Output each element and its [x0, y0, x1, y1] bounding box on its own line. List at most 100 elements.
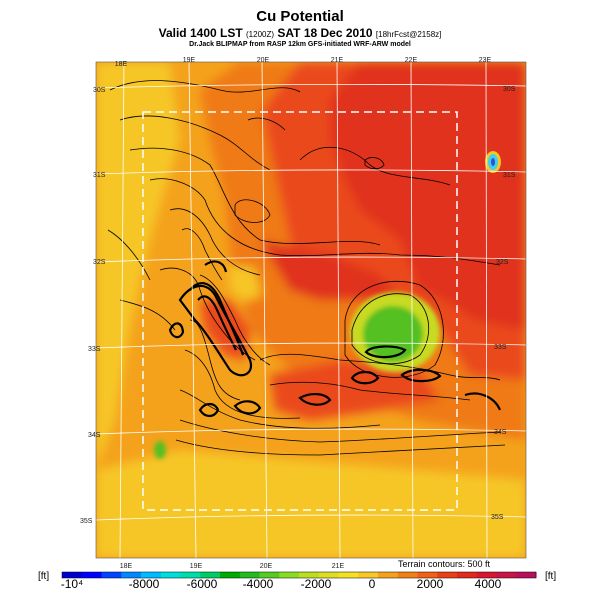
terrain-contour — [107, 229, 151, 281]
colorbar-unit-left: [ft] — [38, 571, 50, 582]
lon-labels-bottom: 18E 19E 20E 21E — [120, 563, 345, 570]
terrain-contour — [344, 280, 444, 378]
grid-lat-30s — [96, 84, 526, 89]
colorbar-segment — [299, 572, 320, 578]
grid-lon-21e — [336, 62, 341, 558]
colorbar-segment — [496, 572, 517, 578]
map-field — [96, 62, 526, 558]
thick-contour — [189, 282, 245, 356]
thick-contour — [233, 400, 262, 415]
inner-domain-box — [142, 111, 458, 511]
colorbar-segment — [160, 572, 181, 578]
forecast-info: [18hrFcst@2158z] — [375, 30, 442, 39]
thick-contour — [298, 393, 332, 406]
thick-contour — [168, 322, 185, 339]
field-yellow-central — [228, 265, 262, 302]
colorbar-segment — [417, 572, 438, 578]
lat-label: 35S — [491, 514, 504, 521]
lat-label: 30S — [503, 86, 516, 93]
lon-label: 23E — [479, 57, 492, 64]
colorbar-segment — [101, 572, 122, 578]
terrain-contour — [169, 208, 261, 276]
terrain-contour — [175, 439, 506, 456]
lon-label: 20E — [260, 563, 273, 570]
colorbar-segment — [358, 572, 379, 578]
colorbar-segment — [437, 572, 458, 578]
grid-lat-34s — [96, 428, 526, 435]
colorbar-segment — [62, 572, 83, 578]
map-frame — [95, 61, 527, 559]
grid-lat-32s — [96, 256, 526, 263]
colorbar-segment — [239, 572, 260, 578]
valid-time: Valid 1400 LST — [158, 26, 243, 40]
lon-label: 21E — [331, 57, 344, 64]
thick-contour — [364, 345, 407, 359]
colorbar-tick-label: -6000 — [186, 577, 218, 591]
terrain-contour — [129, 147, 381, 246]
grid-lon-23e — [485, 62, 488, 558]
colorbar-segment — [338, 572, 359, 578]
field-blue-northeast — [491, 158, 495, 166]
colorbar-segment — [141, 572, 162, 578]
field-green-southwest — [154, 441, 166, 459]
thick-contour — [204, 260, 228, 273]
terrain-contour — [259, 353, 501, 381]
valid-date: SAT 18 Dec 2010 — [277, 26, 373, 40]
grid-lon-22e — [410, 62, 414, 558]
lat-label: 34S — [88, 432, 101, 439]
colorbar-segment — [220, 572, 241, 578]
valid-time-subtitle: Valid 1400 LST (1200Z) SAT 18 Dec 2010 [… — [0, 26, 600, 40]
grid-lon-20e — [261, 62, 268, 558]
terrain-contour — [234, 199, 271, 223]
lat-lon-grid — [96, 62, 526, 558]
colorbar-segment — [180, 572, 201, 578]
thick-contour — [464, 392, 502, 411]
lat-label: 32S — [93, 259, 106, 266]
chart-title: Cu Potential — [256, 8, 344, 25]
colorbar-segment — [476, 572, 497, 578]
lon-label: 20E — [257, 57, 270, 64]
colorbar-segment — [200, 572, 221, 578]
field-yellow-south — [96, 450, 526, 558]
field-red — [330, 62, 526, 330]
lat-label: 34S — [494, 429, 507, 436]
lon-label: 18E — [120, 563, 133, 570]
terrain-contour — [269, 381, 471, 401]
lat-label: 32S — [496, 259, 509, 266]
colorbar-segment — [279, 572, 300, 578]
utc-time: (1200Z) — [246, 30, 275, 39]
field-red-west — [200, 300, 250, 360]
terrain-contour — [119, 299, 176, 331]
terrain-contour — [179, 389, 381, 429]
terrain-contours — [107, 80, 506, 456]
thick-contour — [197, 295, 237, 351]
terrain-contour — [119, 115, 271, 171]
lon-labels-top: 18E 19E 20E 21E 22E 23E — [115, 57, 492, 68]
terrain-contour — [299, 146, 451, 186]
terrain-contour — [247, 117, 286, 131]
colorbar-segment — [81, 572, 102, 578]
grid-lon-18e — [119, 62, 125, 558]
lat-labels-left: 30S 31S 32S 33S 34S 35S — [80, 87, 106, 525]
model-credit: Dr.Jack BLIPMAP from RASP 12km GFS-initi… — [189, 41, 411, 48]
thick-contour — [350, 370, 380, 385]
lat-label: 33S — [494, 344, 507, 351]
colorbar-tick-label: -10⁴ — [60, 577, 84, 591]
lon-label: 22E — [405, 57, 418, 64]
colorbar-tick-label: -2000 — [300, 577, 332, 591]
colorbar-tick-label: 2000 — [416, 577, 444, 591]
field-red-strip — [260, 240, 400, 300]
colorbar-tick-label: -4000 — [242, 577, 274, 591]
terrain-contour — [199, 274, 271, 366]
terrain-contour — [189, 319, 241, 401]
lat-label: 30S — [93, 87, 106, 94]
terrain-contour — [181, 228, 223, 281]
lon-label: 19E — [190, 563, 203, 570]
terrain-contour — [351, 293, 429, 365]
lon-label: 19E — [183, 57, 196, 64]
lat-label: 31S — [93, 172, 106, 179]
colorbar-segment — [397, 572, 418, 578]
colorbar-segment — [457, 572, 478, 578]
grid-lat-35s — [96, 514, 526, 521]
